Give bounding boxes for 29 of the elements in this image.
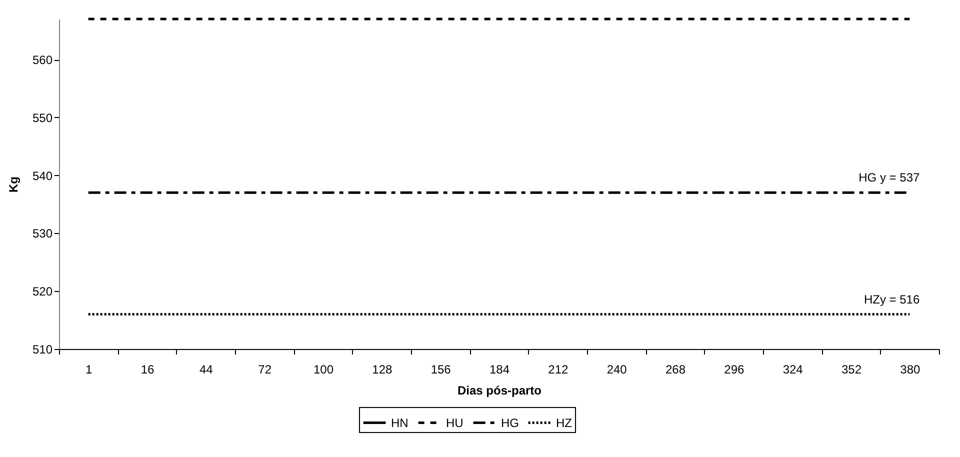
- x-axis-title: Dias pós-parto: [457, 384, 542, 398]
- y-tick-label: 520: [32, 284, 53, 299]
- x-tick-label: 380: [900, 362, 920, 376]
- y-tick-label: 560: [32, 53, 53, 68]
- y-tick-label: 510: [32, 342, 53, 356]
- x-tick-label: 156: [430, 362, 452, 376]
- y-tick-label: 550: [32, 110, 53, 125]
- y-tick-label: 540: [32, 168, 53, 183]
- x-tick-label: 128: [372, 362, 392, 376]
- legend-label: HZ: [556, 416, 572, 430]
- legend-label: HU: [446, 416, 464, 430]
- x-tick-label: 1: [85, 362, 92, 376]
- x-tick-label: 44: [199, 362, 214, 376]
- x-tick-label: 240: [606, 362, 628, 376]
- annotation: HG y = 537: [858, 170, 920, 185]
- x-tick-label: 16: [140, 362, 154, 376]
- x-tick-label: 352: [841, 362, 862, 376]
- x-tick-label: 268: [665, 362, 686, 376]
- legend-label: HG: [501, 416, 519, 430]
- annotation: HZy = 516: [864, 292, 920, 306]
- x-tick-label: 296: [724, 362, 744, 376]
- x-tick-label: 212: [548, 362, 568, 376]
- y-tick-label: 530: [32, 226, 53, 241]
- x-tick-label: 324: [782, 362, 804, 376]
- x-tick-label: 72: [258, 362, 272, 376]
- legend-label: HN: [391, 416, 408, 430]
- y-axis-title: Kg: [6, 176, 20, 192]
- x-tick-label: 100: [313, 362, 334, 376]
- x-tick-label: 184: [489, 362, 510, 376]
